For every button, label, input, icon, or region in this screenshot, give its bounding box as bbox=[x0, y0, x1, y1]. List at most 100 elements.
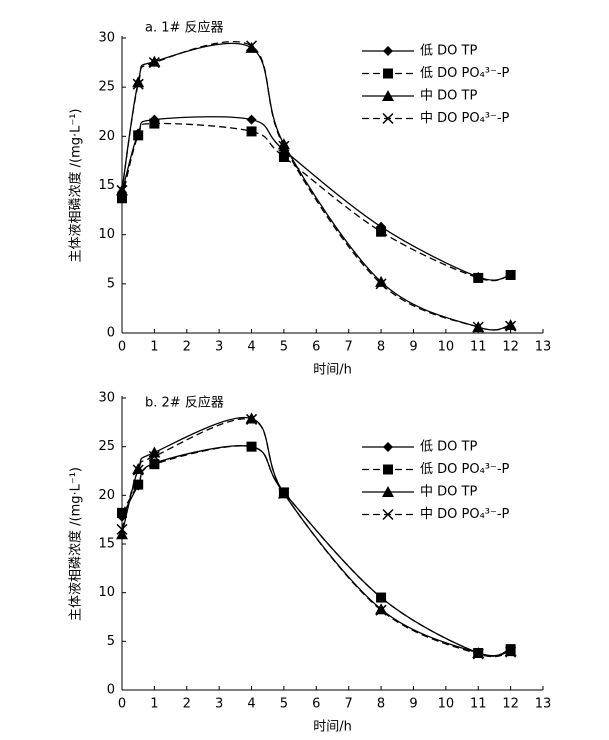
legend-label: 中 DO PO₄³⁻-P bbox=[420, 111, 510, 126]
x-tick-label: 5 bbox=[280, 340, 288, 355]
x-tick-label: 13 bbox=[535, 697, 552, 712]
legend-marker bbox=[382, 486, 394, 497]
x-tick-label: 8 bbox=[377, 697, 385, 712]
marker bbox=[148, 55, 161, 67]
x-tick-label: 4 bbox=[247, 697, 255, 712]
x-tick-label: 10 bbox=[438, 340, 455, 355]
marker bbox=[149, 118, 160, 129]
marker bbox=[472, 321, 484, 333]
marker bbox=[277, 138, 290, 150]
marker bbox=[375, 275, 388, 287]
marker bbox=[246, 126, 257, 137]
x-tick-label: 1 bbox=[150, 340, 158, 355]
y-tick-label: 25 bbox=[98, 80, 115, 95]
x-tick-label: 0 bbox=[118, 340, 126, 355]
marker bbox=[278, 151, 289, 162]
chart-title: a. 1# 反应器 bbox=[145, 20, 224, 36]
x-tick-label: 0 bbox=[118, 697, 126, 712]
marker bbox=[148, 57, 160, 69]
y-tick-label: 10 bbox=[98, 227, 115, 242]
marker bbox=[132, 78, 144, 90]
marker bbox=[132, 463, 145, 475]
chart-title: b. 2# 反应器 bbox=[145, 395, 224, 411]
marker bbox=[505, 269, 516, 280]
legend-marker bbox=[383, 442, 393, 452]
marker bbox=[375, 603, 388, 615]
y-tick-label: 5 bbox=[107, 634, 115, 649]
marker bbox=[375, 278, 387, 290]
y-tick-label: 5 bbox=[107, 276, 115, 291]
x-tick-label: 12 bbox=[502, 697, 519, 712]
marker bbox=[473, 272, 484, 283]
x-tick-label: 4 bbox=[247, 340, 255, 355]
marker bbox=[133, 479, 144, 490]
legend-marker bbox=[382, 508, 394, 521]
x-tick-label: 6 bbox=[312, 340, 320, 355]
x-tick-label: 5 bbox=[280, 697, 288, 712]
marker bbox=[246, 40, 258, 52]
series-line bbox=[121, 42, 511, 331]
legend-marker bbox=[383, 464, 393, 475]
marker bbox=[116, 528, 128, 540]
legend-marker bbox=[382, 90, 394, 101]
legend-label: 中 DO TP bbox=[420, 485, 477, 500]
marker bbox=[376, 592, 387, 603]
x-tick-label: 10 bbox=[438, 697, 455, 712]
marker bbox=[245, 41, 258, 53]
marker bbox=[375, 604, 387, 616]
y-axis-label: 主体液相磷浓度 /(mg·L⁻¹) bbox=[68, 108, 84, 262]
y-axis-label: 主体液相磷浓度 /(mg·L⁻¹) bbox=[68, 467, 84, 621]
marker bbox=[246, 441, 257, 452]
legend-label: 低 DO PO₄³⁻-P bbox=[420, 462, 510, 477]
legend-label: 低 DO PO₄³⁻-P bbox=[420, 66, 510, 81]
marker bbox=[505, 320, 517, 332]
marker bbox=[376, 226, 387, 237]
legend-label: 中 DO TP bbox=[420, 89, 477, 104]
y-tick-label: 25 bbox=[98, 439, 115, 454]
marker bbox=[116, 184, 128, 196]
marker bbox=[246, 114, 257, 125]
legend-marker bbox=[382, 112, 394, 125]
marker bbox=[246, 413, 258, 425]
y-tick-label: 20 bbox=[98, 488, 115, 503]
series-line bbox=[121, 122, 511, 282]
x-tick-label: 3 bbox=[215, 697, 223, 712]
x-axis-label: 时间/h bbox=[313, 720, 352, 735]
marker bbox=[132, 464, 144, 476]
x-tick-label: 11 bbox=[470, 697, 487, 712]
marker bbox=[117, 193, 127, 204]
series-line bbox=[121, 116, 511, 281]
y-tick-label: 30 bbox=[98, 31, 115, 46]
marker bbox=[504, 319, 517, 331]
x-tick-label: 13 bbox=[535, 340, 552, 355]
series-line bbox=[121, 445, 511, 657]
marker bbox=[116, 523, 128, 535]
y-tick-label: 0 bbox=[107, 326, 115, 341]
marker bbox=[505, 646, 517, 658]
x-tick-label: 2 bbox=[183, 697, 191, 712]
x-tick-label: 9 bbox=[409, 697, 417, 712]
y-tick-label: 20 bbox=[98, 129, 115, 144]
marker bbox=[148, 450, 160, 462]
x-axis-label: 时间/h bbox=[313, 363, 352, 378]
marker bbox=[117, 507, 127, 518]
x-tick-label: 3 bbox=[215, 340, 223, 355]
x-tick-label: 11 bbox=[470, 340, 487, 355]
legend-marker bbox=[383, 68, 393, 79]
marker bbox=[472, 648, 484, 660]
series-line bbox=[121, 418, 511, 658]
legend-label: 低 DO TP bbox=[420, 44, 477, 59]
legend-label: 中 DO PO₄³⁻-P bbox=[420, 507, 510, 522]
marker bbox=[278, 487, 290, 499]
marker bbox=[278, 140, 290, 152]
x-tick-label: 1 bbox=[150, 697, 158, 712]
y-tick-label: 0 bbox=[107, 683, 115, 698]
x-tick-label: 12 bbox=[502, 340, 519, 355]
series-line bbox=[121, 445, 511, 657]
y-tick-label: 15 bbox=[98, 178, 115, 193]
y-tick-label: 10 bbox=[98, 585, 115, 600]
x-tick-label: 6 bbox=[312, 697, 320, 712]
x-tick-label: 7 bbox=[345, 340, 353, 355]
legend-marker bbox=[383, 46, 393, 56]
